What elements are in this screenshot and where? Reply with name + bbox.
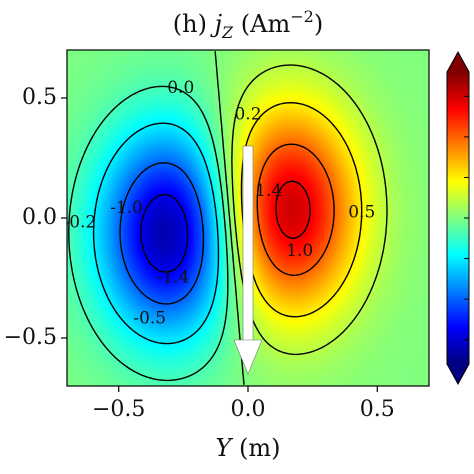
x-tick-label: 0.5 — [360, 397, 395, 422]
contour-line — [68, 85, 229, 382]
contour-label: 0.2 — [234, 104, 261, 124]
plot-area: 0.0 0.2 1.4 0.5 1.0 -0.2 -1.0 -1.4 -0.5 — [64, 49, 430, 387]
contour-label: -0.5 — [133, 308, 166, 328]
title-subscript: Z — [221, 23, 234, 42]
contour-line — [231, 64, 388, 356]
contour-label: 0.5 — [348, 203, 375, 223]
colorbar-extend-bottom — [447, 364, 469, 384]
title-close: ) — [314, 10, 323, 38]
x-axis-variable: Y — [216, 434, 234, 462]
x-axis-label: Y (m) — [216, 434, 281, 462]
contour-label: 1.4 — [255, 181, 282, 201]
contour-line — [119, 162, 205, 305]
x-axis-unit: (m) — [231, 434, 280, 462]
title-superscript: −2 — [290, 7, 314, 26]
contour-line — [140, 193, 189, 273]
colorbar-outline — [446, 50, 470, 386]
x-axis-ticks: −0.5 0.0 0.5 — [92, 386, 395, 422]
y-axis-ticks: 0.5 0.0 −0.5 — [4, 85, 67, 350]
x-tick-label: 0.0 — [231, 397, 266, 422]
contour-line — [256, 143, 335, 276]
contour-labels: 0.0 0.2 1.4 0.5 1.0 -0.2 -1.0 -1.4 -0.5 — [64, 78, 375, 328]
contour-label: 0.0 — [167, 78, 194, 98]
y-tick-label: −0.5 — [4, 325, 57, 350]
contour-label: -0.2 — [64, 212, 97, 232]
contour-label: -1.4 — [157, 268, 190, 288]
current-direction-arrow — [233, 145, 263, 375]
chart-title: (h) jZ (Am−2) — [173, 7, 323, 42]
title-unit: (Am — [233, 10, 290, 38]
x-tick-label: −0.5 — [92, 397, 145, 422]
colorbar-gradient — [447, 72, 469, 364]
y-tick-label: 0.5 — [22, 85, 57, 110]
y-tick-label: 0.0 — [22, 205, 57, 230]
arrow-shaft — [242, 145, 254, 343]
colorbar-extend-top — [447, 52, 469, 72]
contour-line — [92, 122, 220, 345]
contour-label: -1.0 — [110, 198, 143, 218]
arrow-head — [233, 339, 263, 375]
colorbar-ticks — [464, 95, 469, 341]
contour-line — [275, 180, 311, 239]
title-prefix: (h) — [173, 10, 215, 38]
contour-label: 1.0 — [286, 241, 313, 261]
colorbar — [446, 50, 470, 386]
